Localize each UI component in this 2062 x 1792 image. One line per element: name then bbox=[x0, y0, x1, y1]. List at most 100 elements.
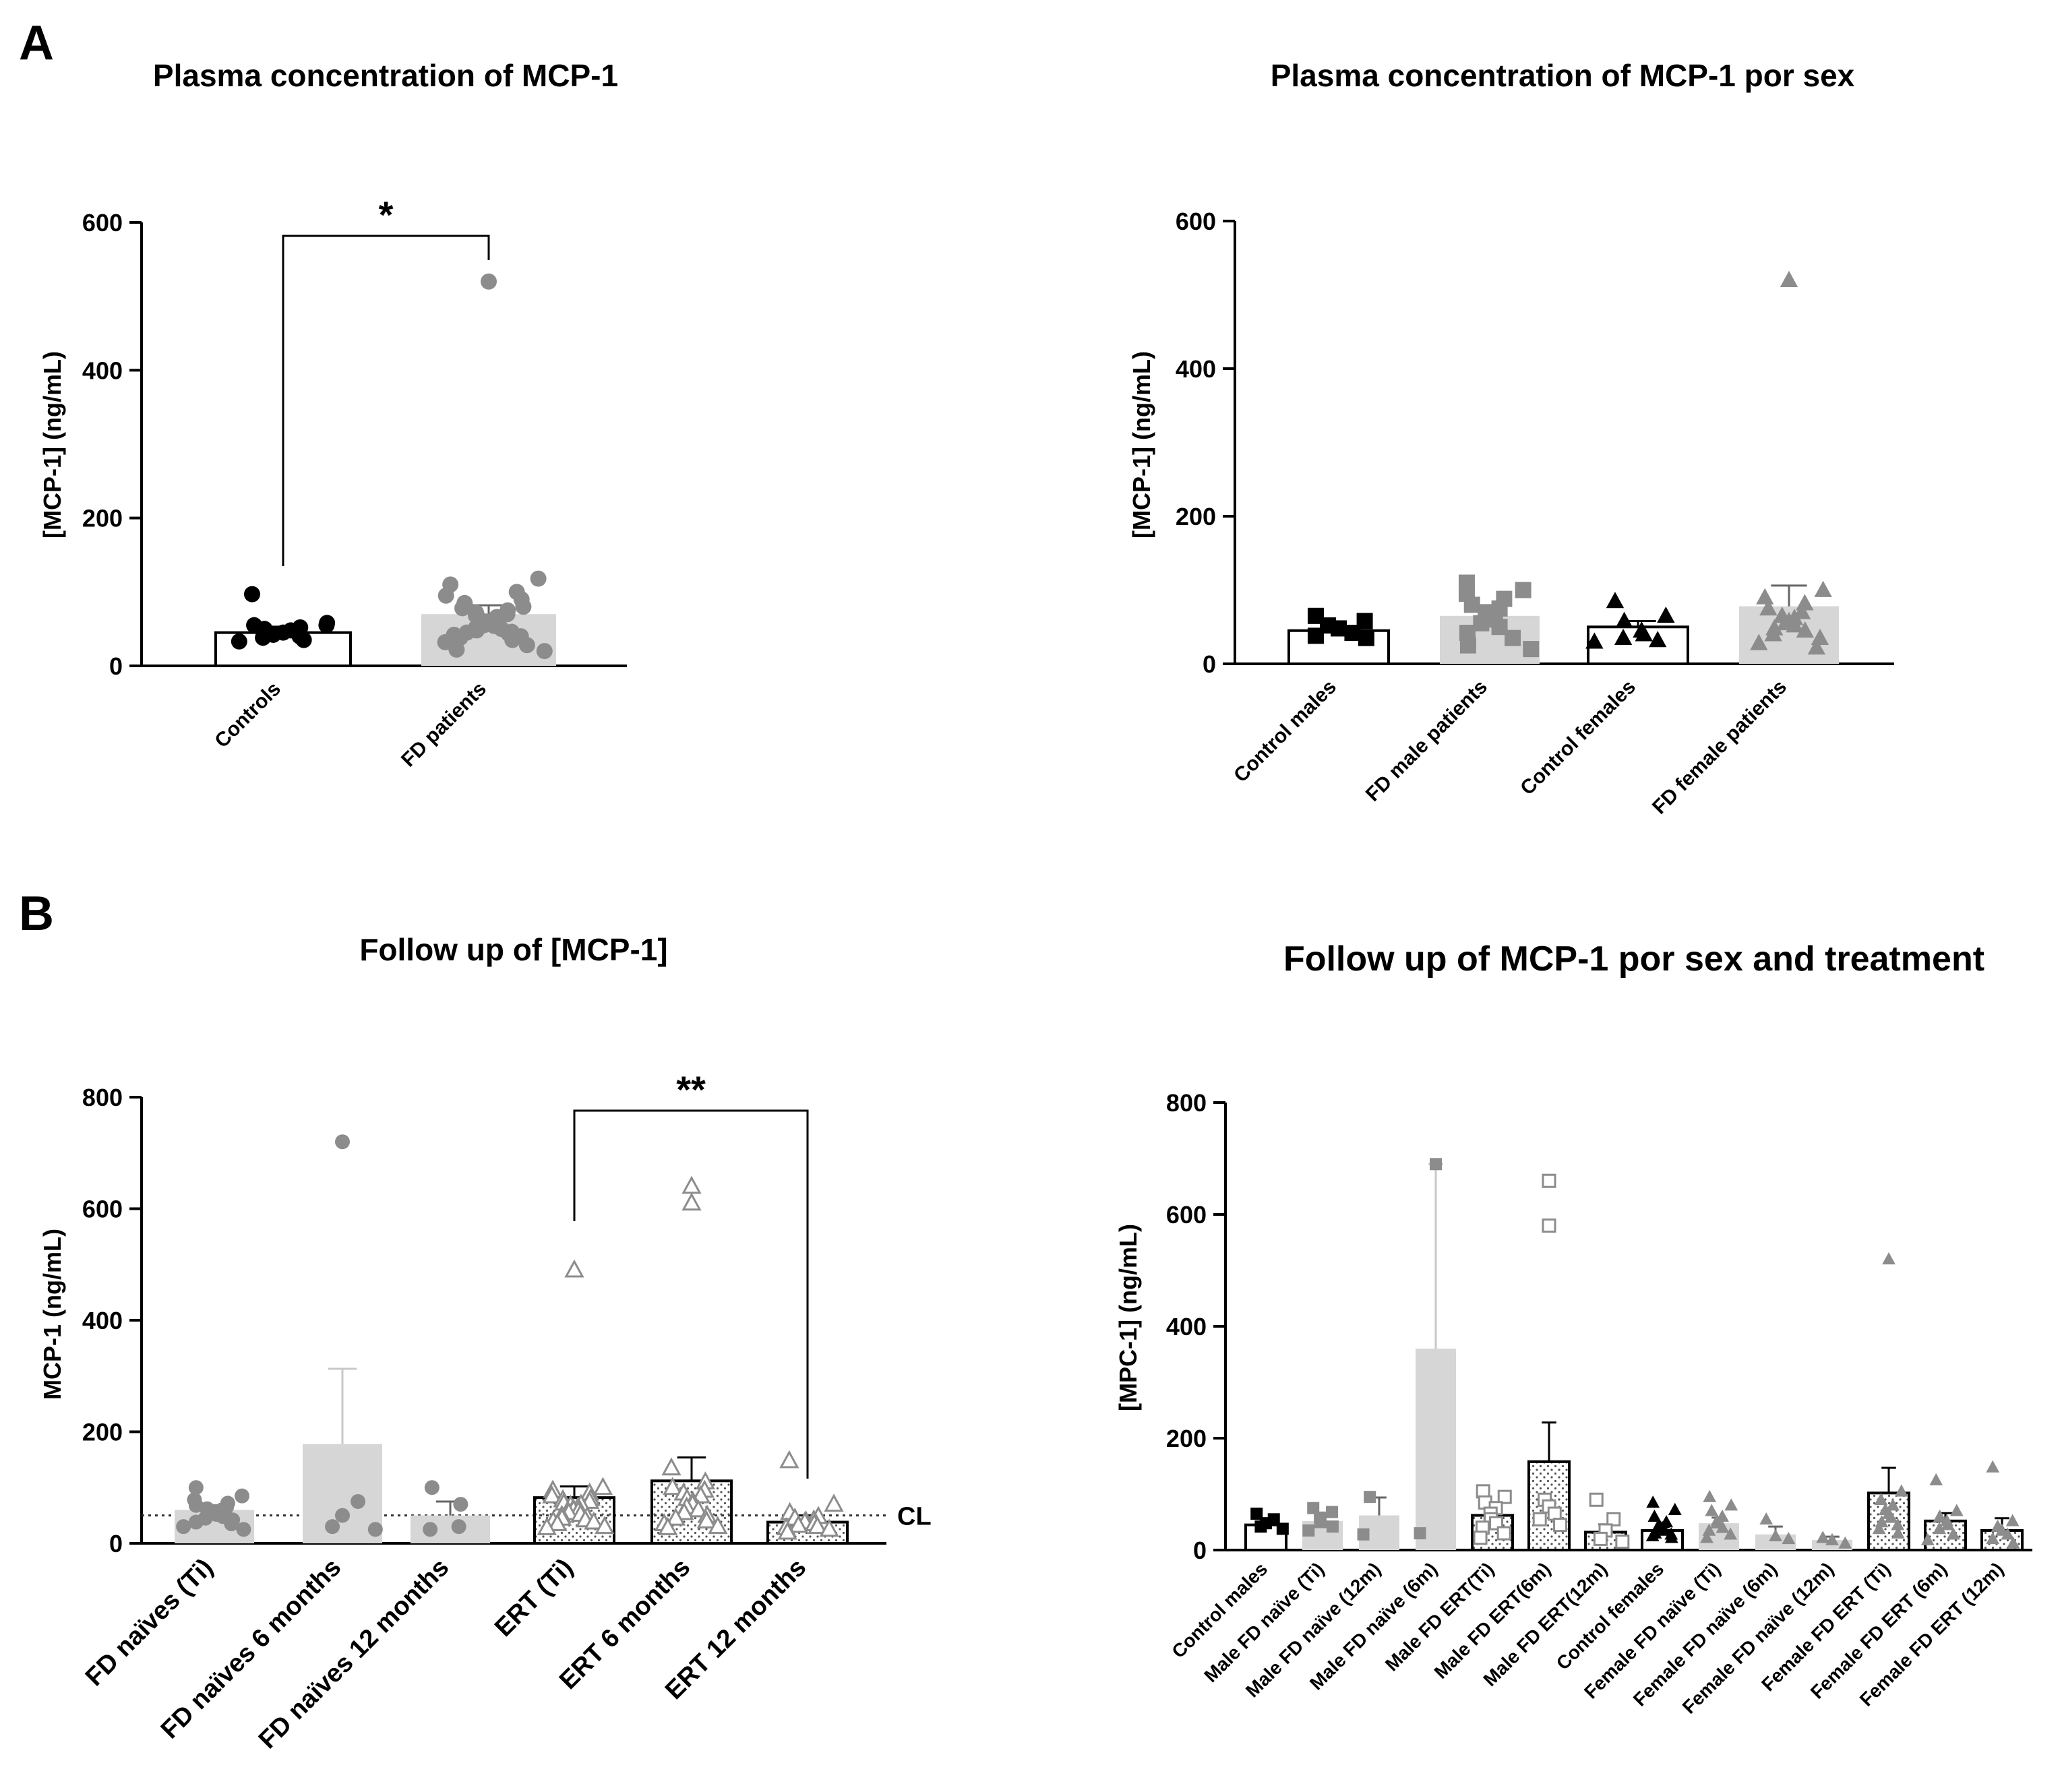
data-point bbox=[325, 1519, 340, 1535]
data-point bbox=[504, 631, 521, 648]
chart-follow-up-mcp1: Follow up of [MCP-1] MCP-1 (ng/mL) 0 200 4… bbox=[38, 932, 932, 1754]
chart-plasma-mcp1: Plasma concentration of MCP-1 [MCP-1] (n… bbox=[38, 58, 627, 771]
data-point bbox=[1523, 641, 1540, 658]
data-point bbox=[537, 1517, 557, 1535]
data-point bbox=[1764, 625, 1782, 642]
data-point bbox=[536, 643, 553, 660]
data-point bbox=[542, 1485, 562, 1504]
x-tick-label: FD patients bbox=[397, 678, 491, 772]
data-point bbox=[1326, 1520, 1339, 1533]
x-tick-label: FD male patients bbox=[1362, 676, 1492, 806]
x-tick-label: Controls bbox=[210, 678, 285, 753]
bar bbox=[411, 1515, 490, 1543]
data-point bbox=[1326, 1506, 1339, 1518]
data-point bbox=[1724, 1498, 1738, 1511]
data-point bbox=[1497, 1489, 1512, 1504]
data-point bbox=[1882, 1252, 1896, 1265]
data-point bbox=[454, 600, 471, 617]
data-point bbox=[188, 1480, 204, 1495]
significance-label: ** bbox=[676, 1068, 706, 1111]
y-tick-label: 0 bbox=[109, 1530, 123, 1557]
data-point bbox=[807, 1516, 828, 1535]
data-point bbox=[824, 1493, 844, 1512]
data-point bbox=[708, 1516, 728, 1535]
data-point bbox=[1949, 1504, 1964, 1516]
data-point bbox=[295, 631, 312, 648]
data-point bbox=[1668, 1502, 1682, 1516]
data-point bbox=[1933, 1522, 1947, 1535]
data-point bbox=[231, 633, 247, 650]
data-point bbox=[188, 1514, 204, 1530]
y-tick-label: 400 bbox=[82, 357, 123, 384]
data-point bbox=[1276, 1522, 1289, 1535]
y-tick-label: 400 bbox=[1166, 1313, 1207, 1340]
data-point bbox=[453, 1497, 468, 1512]
data-point bbox=[1459, 637, 1476, 654]
data-point bbox=[224, 1516, 239, 1532]
data-point bbox=[1929, 1473, 1943, 1486]
data-point bbox=[530, 570, 547, 587]
x-tick-label: FD naïves 12 months bbox=[253, 1553, 454, 1754]
data-point bbox=[176, 1519, 191, 1535]
x-tick-label: ERT (Ti) bbox=[489, 1553, 578, 1642]
y-tick-label: 200 bbox=[82, 505, 123, 532]
x-tick-label: Control females bbox=[1552, 1558, 1668, 1674]
data-point bbox=[515, 598, 532, 615]
data-point bbox=[423, 1522, 438, 1537]
data-point bbox=[1756, 588, 1774, 605]
data-point bbox=[437, 587, 454, 604]
data-point bbox=[1814, 580, 1832, 597]
chart-title: Follow up of MCP-1 por sex and treatment bbox=[1283, 939, 1984, 979]
data-point bbox=[1473, 1531, 1488, 1545]
data-point bbox=[595, 1516, 615, 1535]
data-point bbox=[1532, 1512, 1547, 1526]
data-point bbox=[1941, 1518, 1955, 1531]
data-point bbox=[1716, 1520, 1730, 1533]
data-point bbox=[481, 273, 497, 290]
data-point bbox=[1920, 1533, 1935, 1545]
data-point bbox=[1702, 1523, 1716, 1536]
y-axis-label: MCP-1 (ng/mL) bbox=[38, 1229, 66, 1400]
data-point bbox=[1657, 607, 1675, 623]
data-point bbox=[1585, 632, 1604, 649]
data-point bbox=[318, 617, 335, 634]
y-tick-label: 800 bbox=[1166, 1089, 1207, 1117]
data-point bbox=[1615, 611, 1633, 628]
data-point bbox=[1891, 1526, 1905, 1539]
significance-bracket bbox=[573, 1109, 809, 1479]
data-point bbox=[681, 1192, 702, 1211]
data-point bbox=[1645, 1528, 1660, 1542]
data-point bbox=[235, 1488, 250, 1504]
y-tick-label: 800 bbox=[82, 1084, 123, 1111]
data-point bbox=[663, 1477, 683, 1495]
data-point bbox=[1307, 627, 1324, 644]
data-point bbox=[1647, 1509, 1662, 1522]
data-point bbox=[244, 586, 260, 603]
data-point bbox=[1782, 1532, 1796, 1545]
data-point bbox=[779, 1450, 799, 1469]
data-point bbox=[1357, 1528, 1370, 1541]
data-point bbox=[2001, 1527, 2015, 1540]
data-point bbox=[1553, 1518, 1568, 1533]
data-point bbox=[788, 1514, 809, 1533]
data-point bbox=[819, 1518, 839, 1537]
data-point bbox=[1463, 596, 1480, 613]
x-tick-label: Male FD ERT(Ti) bbox=[1381, 1558, 1498, 1675]
data-point bbox=[1759, 1512, 1773, 1525]
data-point bbox=[1254, 1520, 1267, 1533]
data-point bbox=[681, 1175, 702, 1194]
data-point bbox=[1759, 599, 1778, 616]
data-point bbox=[1606, 1512, 1621, 1526]
data-point bbox=[448, 641, 465, 658]
data-point bbox=[1807, 638, 1826, 655]
data-point bbox=[665, 1507, 686, 1526]
data-point bbox=[1664, 1531, 1678, 1543]
y-tick-label: 200 bbox=[82, 1419, 123, 1446]
data-point bbox=[1515, 582, 1532, 598]
y-tick-label: 600 bbox=[82, 209, 123, 237]
y-tick-label: 400 bbox=[1176, 355, 1216, 383]
data-point bbox=[1606, 592, 1625, 609]
data-point bbox=[1786, 616, 1804, 633]
chart-title: Follow up of [MCP-1] bbox=[359, 932, 667, 967]
data-point bbox=[1614, 628, 1633, 646]
